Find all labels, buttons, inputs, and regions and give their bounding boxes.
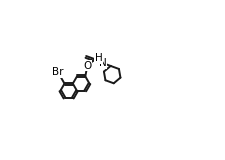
Text: O: O <box>83 61 92 71</box>
Text: H: H <box>94 53 102 63</box>
Text: N: N <box>99 58 106 68</box>
Text: Br: Br <box>52 67 64 77</box>
